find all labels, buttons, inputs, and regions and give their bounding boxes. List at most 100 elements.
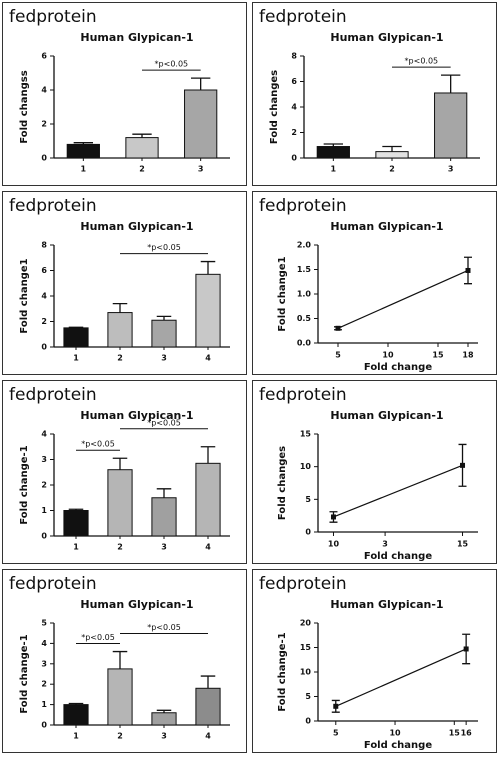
- panel-header: fedprotein: [9, 7, 97, 27]
- significance-label: *p<0.05: [81, 440, 115, 449]
- bar: [184, 89, 218, 159]
- bar: [107, 312, 133, 348]
- panel: fedprotein Human Glypican-1 0 5 10 15 20 Fold c…: [252, 569, 497, 753]
- error-bar: [382, 145, 402, 152]
- x-tick-label: 1: [73, 732, 79, 741]
- y-tick-label: 6: [41, 266, 47, 275]
- x-tick-label: 16: [461, 729, 473, 738]
- y-tick-label: 2: [41, 680, 47, 689]
- y-tick-label: 0: [305, 717, 311, 726]
- error-bar: [440, 74, 461, 93]
- y-tick-label: 0: [305, 528, 311, 537]
- y-tick-label: 0.5: [297, 314, 312, 323]
- significance-label: *p<0.05: [81, 633, 115, 642]
- bar: [195, 273, 221, 348]
- error-bar: [331, 699, 340, 713]
- significance-label: *p<0.05: [147, 623, 181, 632]
- x-tick-label: 1: [73, 354, 79, 363]
- panel-header: fedprotein: [259, 385, 347, 405]
- bar: [63, 510, 89, 537]
- chart-title: Human Glypican-1: [80, 220, 193, 233]
- x-tick-label: 2: [117, 354, 123, 363]
- y-tick-label: 1: [41, 506, 47, 515]
- bar: [66, 143, 100, 159]
- significance-label: *p<0.05: [147, 418, 181, 427]
- x-tick-label: 2: [389, 165, 395, 174]
- y-tick-label: 1.5: [297, 265, 312, 274]
- significance-label: *p<0.05: [155, 60, 189, 69]
- point: [465, 267, 471, 273]
- bar: [316, 146, 350, 159]
- x-tick-label: 3: [161, 543, 167, 552]
- y-tick-label: 15: [300, 643, 312, 652]
- panel: fedprotein Human Glypican-1 0 2 4 6 Fold chang…: [2, 2, 247, 186]
- x-tick-label: 5: [333, 729, 339, 738]
- x-tick-label: 3: [448, 165, 454, 174]
- line: [333, 464, 463, 518]
- y-tick-label: 0: [41, 343, 47, 352]
- panel-border: [252, 191, 497, 375]
- x-tick-label: 10: [382, 351, 394, 360]
- bar: [107, 469, 133, 537]
- bar: [195, 462, 221, 537]
- chart-title: Human Glypican-1: [330, 31, 443, 44]
- x-tick-label: 2: [117, 543, 123, 552]
- line: [335, 648, 467, 707]
- x-tick-label: 3: [198, 165, 204, 174]
- y-tick-label: 10: [300, 668, 312, 677]
- y-tick-label: 3: [41, 659, 47, 668]
- significance-label: *p<0.05: [147, 243, 181, 252]
- error-bar: [190, 77, 211, 90]
- bar: [151, 712, 177, 726]
- bar: [195, 687, 221, 726]
- x-axis-label: Fold change: [364, 362, 432, 373]
- chart-title: Human Glypican-1: [330, 220, 443, 233]
- y-tick-label: 8: [291, 52, 297, 61]
- y-tick-label: 0.0: [297, 339, 312, 348]
- x-axis-label: Fold change: [364, 551, 432, 562]
- bar: [375, 151, 409, 159]
- error-bar: [200, 675, 216, 689]
- y-axis-label: Fold change-1: [19, 445, 30, 524]
- bar: [151, 319, 177, 348]
- error-bar: [200, 260, 216, 275]
- y-axis-label: Fold change1: [19, 258, 30, 333]
- y-axis-label: Fold change-1: [277, 632, 288, 711]
- bar: [107, 668, 133, 726]
- panel-header: fedprotein: [9, 574, 97, 594]
- x-tick-label: 2: [117, 732, 123, 741]
- x-tick-label: 3: [161, 732, 167, 741]
- y-tick-label: 4: [41, 430, 47, 439]
- y-tick-label: 4: [41, 292, 47, 301]
- point: [335, 325, 341, 331]
- x-tick-label: 1: [331, 165, 337, 174]
- x-tick-label: 4: [205, 543, 211, 552]
- error-bar: [112, 457, 128, 470]
- y-tick-label: 2: [41, 481, 47, 490]
- x-tick-label: 3: [161, 354, 167, 363]
- chart-title: Human Glypican-1: [330, 409, 443, 422]
- point: [460, 462, 466, 468]
- error-bar: [200, 446, 216, 464]
- y-axis-label: Fold change1: [277, 256, 288, 331]
- x-tick-label: 10: [389, 729, 401, 738]
- chart-title: Human Glypican-1: [80, 598, 193, 611]
- panel: fedprotein Human Glypican-1 0.0 0.5 1.0 1.5 2.…: [252, 191, 497, 375]
- panel: fedprotein Human Glypican-1 0 2 4 6 8 Fold chan…: [252, 2, 497, 186]
- y-tick-label: 6: [291, 77, 297, 86]
- y-axis-label: Fold changes: [277, 446, 288, 520]
- x-tick-label: 4: [205, 354, 211, 363]
- y-tick-label: 2.0: [297, 241, 312, 250]
- point: [333, 703, 339, 709]
- y-tick-label: 3: [41, 455, 47, 464]
- y-tick-label: 5: [41, 619, 47, 628]
- error-bar: [329, 511, 338, 523]
- point: [330, 514, 336, 520]
- point: [463, 646, 469, 652]
- bar: [151, 497, 177, 537]
- y-tick-label: 5: [305, 495, 311, 504]
- y-tick-label: 4: [41, 639, 47, 648]
- x-tick-label: 5: [335, 351, 341, 360]
- x-tick-label: 4: [205, 732, 211, 741]
